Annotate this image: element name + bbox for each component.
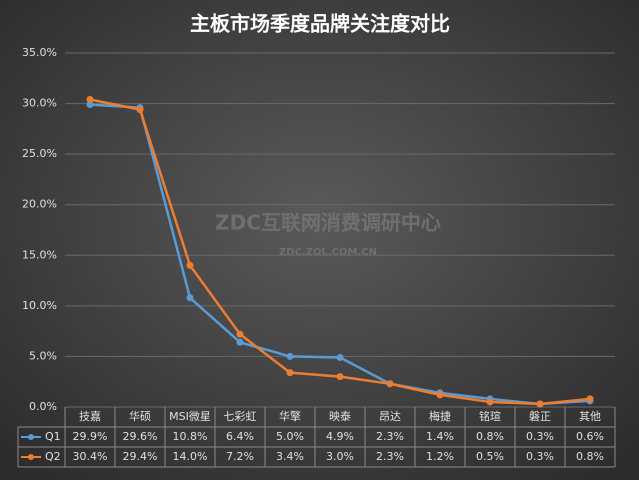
y-tick-label: 35.0%	[22, 46, 57, 59]
point	[286, 352, 294, 360]
point	[186, 261, 194, 269]
point	[86, 101, 94, 109]
table-value: 0.8%	[476, 430, 504, 443]
table-value: 0.5%	[476, 450, 504, 463]
table-value: 29.6%	[123, 430, 158, 443]
table-value: 5.0%	[276, 430, 304, 443]
table-value: 0.6%	[576, 430, 604, 443]
watermark: ZDC互联网消费调研中心	[215, 211, 441, 235]
chart-title: 主板市场季度品牌关注度对比	[190, 12, 450, 36]
table-value: 0.3%	[526, 450, 554, 463]
point	[386, 380, 394, 388]
y-tick-label: 5.0%	[29, 349, 57, 362]
y-tick-label: 30.0%	[22, 97, 57, 110]
point	[86, 96, 94, 104]
point	[586, 395, 594, 403]
point	[236, 338, 244, 346]
point	[236, 330, 244, 338]
x-tick-label: 其他	[579, 410, 601, 423]
x-tick-label: 七彩虹	[224, 410, 257, 423]
point	[486, 398, 494, 406]
x-tick-label: 华硕	[129, 409, 151, 423]
table-value: 29.4%	[123, 450, 158, 463]
table-value: 3.0%	[326, 450, 354, 463]
point	[286, 369, 294, 377]
y-tick-label: 10.0%	[22, 299, 57, 312]
point	[186, 294, 194, 302]
table-value: 29.9%	[73, 430, 108, 443]
x-tick-label: 华擎	[279, 409, 301, 423]
point	[436, 391, 444, 399]
legend-label: Q2	[45, 450, 61, 463]
table-value: 6.4%	[226, 430, 254, 443]
table-value: 2.3%	[376, 450, 404, 463]
y-tick-label: 25.0%	[22, 147, 57, 160]
table-value: 1.2%	[426, 450, 454, 463]
y-tick-label: 15.0%	[22, 248, 57, 261]
x-tick-label: 昂达	[379, 410, 401, 423]
table-value: 10.8%	[173, 430, 208, 443]
legend-marker	[28, 434, 34, 440]
table-value: 0.3%	[526, 430, 554, 443]
legend-label: Q1	[45, 430, 61, 443]
table-value: 3.4%	[276, 450, 304, 463]
y-tick-label: 20.0%	[22, 198, 57, 211]
x-tick-label: 铭瑄	[479, 409, 501, 423]
x-tick-label: 技嘉	[79, 409, 101, 423]
point	[336, 353, 344, 361]
point	[136, 106, 144, 114]
y-tick-label: 0.0%	[29, 400, 57, 413]
watermark: ZDC.ZOL.COM.CN	[279, 247, 377, 258]
x-tick-label: 磐正	[529, 409, 551, 423]
table-value: 0.8%	[576, 450, 604, 463]
point	[336, 373, 344, 381]
table-value: 4.9%	[326, 430, 354, 443]
table-value: 1.4%	[426, 430, 454, 443]
x-tick-label: 梅捷	[429, 409, 451, 423]
legend-marker	[28, 454, 34, 460]
point	[536, 400, 544, 408]
x-tick-label: MSI微星	[169, 409, 211, 423]
table-value: 2.3%	[376, 430, 404, 443]
table-value: 14.0%	[173, 450, 208, 463]
table-value: 30.4%	[73, 450, 108, 463]
x-tick-label: 映泰	[329, 409, 351, 423]
table-value: 7.2%	[226, 450, 254, 463]
